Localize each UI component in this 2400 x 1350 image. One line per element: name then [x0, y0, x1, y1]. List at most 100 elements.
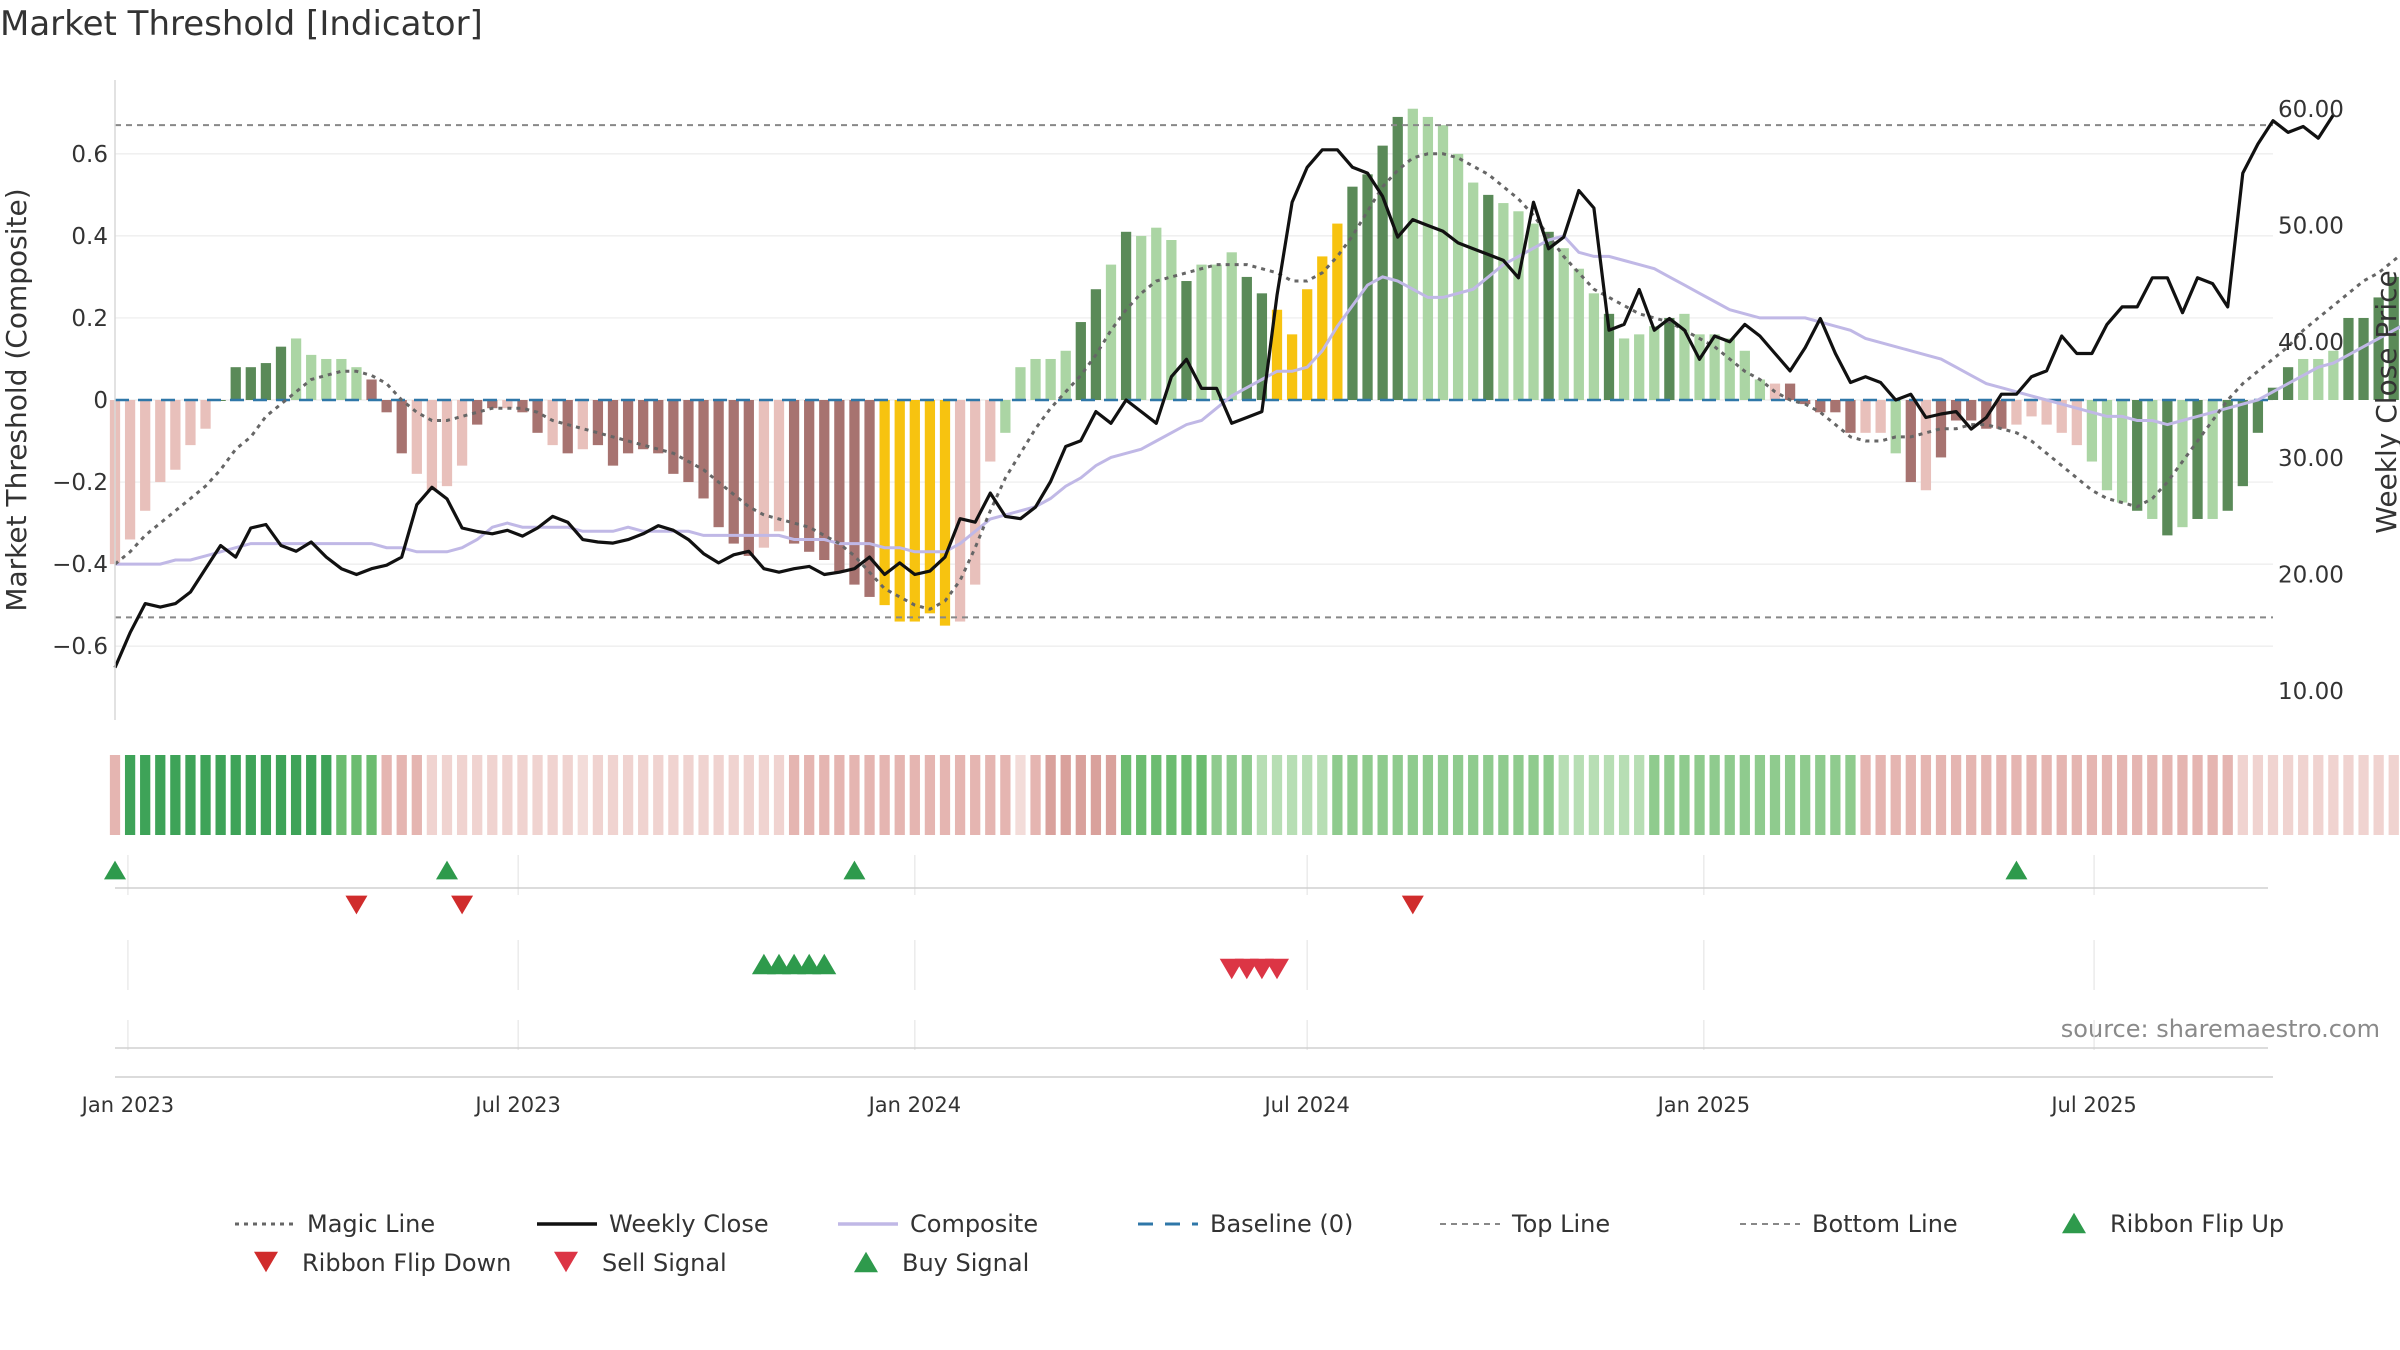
ribbon-cell [1241, 755, 1252, 835]
composite-bar [743, 400, 754, 556]
x-tick-label: Jan 2025 [1656, 1093, 1751, 1117]
composite-bar [1966, 400, 1977, 421]
y-left-tick-label: 0.2 [71, 306, 108, 332]
ribbon-cell [109, 755, 121, 835]
ribbon-flip-up-marker [843, 860, 866, 880]
composite-bar [1226, 252, 1237, 400]
composite-bar [2207, 400, 2218, 519]
composite-bar [1332, 223, 1343, 400]
ribbon-cell [230, 755, 241, 835]
ribbon-cell [2388, 755, 2399, 835]
ribbon-cell [1890, 755, 1901, 835]
ribbon-flip-down-marker [1401, 895, 1424, 915]
sell-signal-marker [1265, 958, 1289, 980]
ribbon-cell [1151, 755, 1162, 835]
composite-bar [924, 400, 936, 614]
ribbon-cell [2041, 755, 2052, 835]
composite-bar [1136, 235, 1147, 400]
composite-bar [2101, 400, 2113, 491]
ribbon-cell [2086, 755, 2098, 835]
legend-label: Top Line [1511, 1210, 1610, 1238]
ribbon-cell [638, 755, 649, 835]
composite-bar [2313, 358, 2324, 400]
legend-label: Sell Signal [602, 1249, 727, 1277]
ribbon-cell [366, 755, 377, 835]
ribbon-cell [683, 755, 694, 835]
composite-bar [1120, 231, 1132, 400]
ribbon-cell [1634, 755, 1645, 835]
composite-bar [909, 400, 920, 622]
ribbon-cell [1905, 755, 1916, 835]
ribbon-cell [456, 755, 468, 835]
ribbon-cell [1105, 755, 1117, 835]
ribbon-cell [170, 755, 181, 835]
composite-bar [653, 400, 664, 454]
composite-bar [185, 400, 196, 446]
ribbon-cell [2132, 755, 2143, 835]
composite-bar [1241, 276, 1252, 400]
composite-bar [1709, 334, 1720, 400]
weekly-close-line [113, 114, 2335, 669]
composite-bar [1000, 400, 1011, 433]
ribbon-cell [924, 755, 936, 835]
ribbon-cell [577, 755, 588, 835]
ribbon-cell [1407, 755, 1418, 835]
ribbon-cell [155, 755, 166, 835]
legend-label: Ribbon Flip Down [302, 1249, 511, 1277]
composite-bar [773, 400, 785, 532]
composite-bar [502, 400, 513, 409]
composite-bar [683, 400, 694, 483]
composite-bar [2192, 400, 2203, 519]
composite-bar [230, 367, 241, 400]
ribbon-cell [2116, 755, 2128, 835]
composite-bar [1905, 400, 1916, 483]
ribbon-cell [1211, 755, 1222, 835]
legend-label: Weekly Close [609, 1210, 769, 1238]
ribbon-cell [1090, 755, 1102, 835]
legend-item: Bottom Line [1740, 1210, 1958, 1238]
ribbon-cell [1392, 755, 1403, 835]
y-left-tick-label: −0.6 [52, 634, 108, 660]
composite-bar [592, 400, 604, 446]
legend-label: Bottom Line [1812, 1210, 1958, 1238]
ribbon-cell [985, 755, 996, 835]
buy-signal-marker [767, 953, 791, 975]
ribbon-cell [2373, 755, 2384, 835]
buy-signal-marker [782, 953, 807, 975]
composite-bar [638, 400, 649, 450]
ribbon-cell [1000, 755, 1011, 835]
ribbon-cell [592, 755, 604, 835]
y-right-tick-label: 30.00 [2278, 446, 2344, 472]
legend-label: Magic Line [307, 1210, 435, 1238]
composite-bar [472, 400, 483, 425]
ribbon-flip-down-marker [345, 895, 368, 915]
composite-bar [1543, 231, 1554, 400]
y-left-tick-label: 0 [93, 388, 108, 414]
composite-bar [517, 400, 528, 413]
ribbon-flip-up-marker [436, 860, 458, 880]
ribbon-cell [306, 755, 317, 835]
ribbon-cell [1498, 755, 1509, 835]
composite-bar [1015, 367, 1026, 400]
ribbon-cell [1981, 755, 1992, 835]
ribbon-cell [1860, 755, 1871, 835]
ribbon-cell [215, 755, 226, 835]
composite-bar [864, 400, 875, 597]
ribbon-cell [396, 755, 407, 835]
ribbon-cell [2267, 755, 2279, 835]
ribbon-cell [336, 755, 347, 835]
composite-bar [1558, 248, 1569, 400]
ribbon-cell [1362, 755, 1373, 835]
ribbon-cell [1226, 755, 1237, 835]
ribbon-cell [547, 755, 558, 835]
ribbon-cell [2282, 755, 2294, 835]
ribbon-cell [713, 755, 724, 835]
composite-bar [1679, 313, 1690, 400]
composite-bar [1573, 268, 1584, 400]
composite-bar [2373, 297, 2384, 400]
composite-bar [1196, 264, 1207, 400]
composite-bar [336, 358, 347, 400]
legend-item: Buy Signal [854, 1249, 1029, 1277]
composite-bar [1166, 240, 1177, 400]
ribbon-cell [1136, 755, 1147, 835]
